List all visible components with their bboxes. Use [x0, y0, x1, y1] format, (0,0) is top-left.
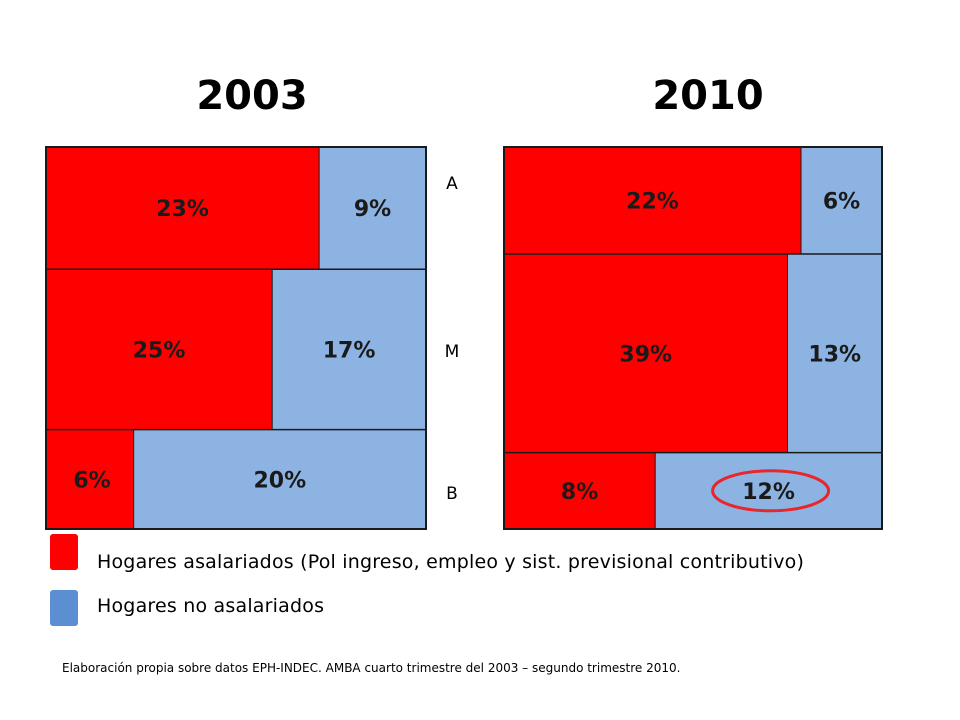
legend-label-salaried: Hogares asalariados (Pol ingreso, empleo…	[97, 551, 805, 573]
bar-2010-m-non-salaried	[787, 253, 882, 453]
bar-2010-b-non-salaried	[655, 452, 882, 529]
bar-2010-m-salaried	[504, 253, 788, 453]
row-label-a: A	[446, 174, 458, 194]
bar-2010-b-salaried	[504, 452, 656, 529]
bar-2003-m-non-salaried	[272, 269, 426, 430]
bar-2003-a-salaried	[46, 147, 320, 270]
data-label-2010-b-non-salaried: 12%	[742, 480, 795, 505]
chart-title-2003: 2003	[196, 73, 308, 119]
data-label-2003-a-salaried: 23%	[156, 197, 209, 222]
bar-2010-a-non-salaried	[801, 147, 882, 254]
bar-2003-b-non-salaried	[133, 429, 426, 529]
data-label-2003-m-non-salaried: 17%	[323, 338, 376, 363]
footnote: Elaboración propia sobre datos EPH-INDEC…	[62, 661, 681, 675]
data-label-2010-b-salaried: 8%	[561, 480, 598, 505]
bar-2003-a-non-salaried	[319, 147, 426, 270]
chart-frame-2003	[45, 146, 427, 530]
data-label-2003-a-non-salaried: 9%	[354, 197, 391, 222]
data-label-2003-m-salaried: 25%	[133, 338, 186, 363]
data-label-2010-a-non-salaried: 6%	[823, 189, 860, 214]
data-label-2010-m-salaried: 39%	[619, 342, 672, 367]
row-label-m: M	[444, 342, 460, 362]
data-label-2003-b-salaried: 6%	[73, 468, 110, 493]
bar-2003-m-salaried	[46, 269, 273, 430]
data-label-2003-b-non-salaried: 20%	[254, 468, 307, 493]
legend-label-non-salaried: Hogares no asalariados	[97, 595, 325, 617]
bar-2010-a-salaried	[504, 147, 801, 254]
chart-title-2010: 2010	[652, 73, 764, 119]
row-label-b: B	[446, 484, 458, 504]
bar-2003-b-salaried	[46, 429, 134, 529]
legend-swatch-salaried	[50, 534, 78, 570]
data-label-2010-m-non-salaried: 13%	[808, 342, 861, 367]
highlight-ellipse	[711, 469, 831, 513]
data-label-2010-a-salaried: 22%	[626, 189, 679, 214]
legend-swatch-non-salaried	[50, 590, 78, 626]
chart-frame-2010	[503, 146, 883, 530]
